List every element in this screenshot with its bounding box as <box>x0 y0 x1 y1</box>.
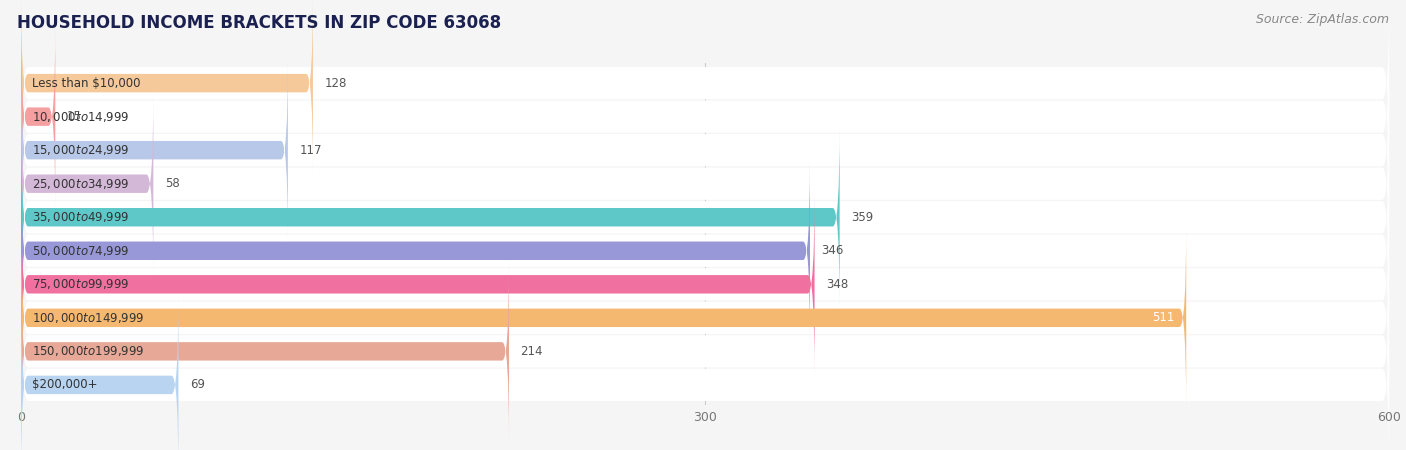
FancyBboxPatch shape <box>21 293 179 450</box>
FancyBboxPatch shape <box>21 133 1389 302</box>
FancyBboxPatch shape <box>21 200 1389 369</box>
Text: 117: 117 <box>299 144 322 157</box>
FancyBboxPatch shape <box>21 92 153 275</box>
Text: Less than $10,000: Less than $10,000 <box>32 76 141 90</box>
Text: $100,000 to $149,999: $100,000 to $149,999 <box>32 311 145 325</box>
Text: HOUSEHOLD INCOME BRACKETS IN ZIP CODE 63068: HOUSEHOLD INCOME BRACKETS IN ZIP CODE 63… <box>17 14 501 32</box>
FancyBboxPatch shape <box>21 267 1389 436</box>
FancyBboxPatch shape <box>21 0 314 175</box>
Text: 58: 58 <box>165 177 180 190</box>
FancyBboxPatch shape <box>21 126 839 309</box>
FancyBboxPatch shape <box>21 193 814 376</box>
Text: 359: 359 <box>851 211 873 224</box>
Text: $10,000 to $14,999: $10,000 to $14,999 <box>32 110 129 124</box>
Text: $25,000 to $34,999: $25,000 to $34,999 <box>32 177 129 191</box>
Text: $200,000+: $200,000+ <box>32 378 98 392</box>
FancyBboxPatch shape <box>21 66 1389 234</box>
FancyBboxPatch shape <box>21 25 55 208</box>
Text: 15: 15 <box>66 110 82 123</box>
Text: 69: 69 <box>190 378 205 392</box>
FancyBboxPatch shape <box>21 234 1389 402</box>
Text: 214: 214 <box>520 345 543 358</box>
Text: 346: 346 <box>821 244 844 257</box>
FancyBboxPatch shape <box>21 59 288 242</box>
FancyBboxPatch shape <box>21 226 1187 409</box>
Text: $50,000 to $74,999: $50,000 to $74,999 <box>32 244 129 258</box>
FancyBboxPatch shape <box>21 99 1389 268</box>
FancyBboxPatch shape <box>21 32 1389 201</box>
FancyBboxPatch shape <box>21 159 810 342</box>
FancyBboxPatch shape <box>21 301 1389 450</box>
FancyBboxPatch shape <box>21 260 509 443</box>
Text: $150,000 to $199,999: $150,000 to $199,999 <box>32 344 145 358</box>
Text: $35,000 to $49,999: $35,000 to $49,999 <box>32 210 129 224</box>
Text: $75,000 to $99,999: $75,000 to $99,999 <box>32 277 129 291</box>
FancyBboxPatch shape <box>21 0 1389 167</box>
Text: 128: 128 <box>325 76 347 90</box>
Text: $15,000 to $24,999: $15,000 to $24,999 <box>32 143 129 157</box>
FancyBboxPatch shape <box>21 166 1389 335</box>
Text: Source: ZipAtlas.com: Source: ZipAtlas.com <box>1256 14 1389 27</box>
Text: 511: 511 <box>1153 311 1175 324</box>
Text: 348: 348 <box>825 278 848 291</box>
